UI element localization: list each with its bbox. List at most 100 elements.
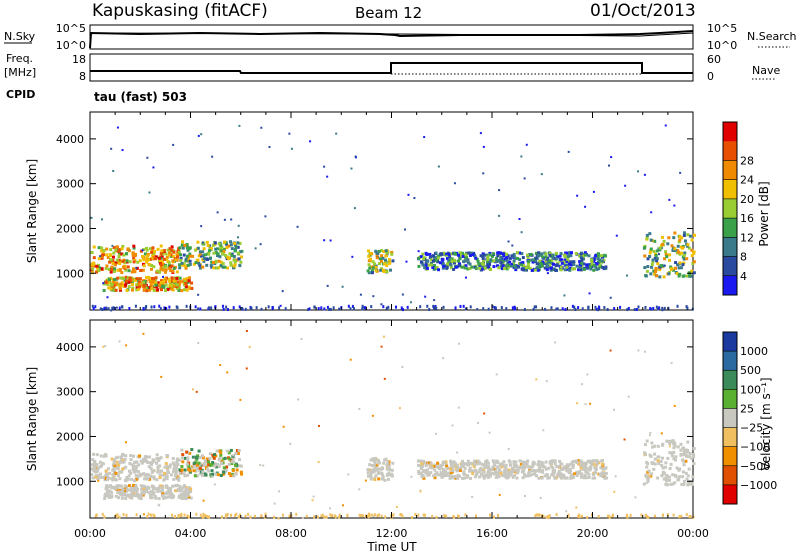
- echo-cell: [349, 358, 352, 361]
- echo-cell: [268, 145, 271, 148]
- echo-cell: [569, 476, 573, 480]
- echo-cell: [233, 249, 237, 253]
- echo-cell: [140, 491, 144, 495]
- echo-cell: [370, 271, 374, 275]
- echo-cell: [581, 514, 584, 518]
- echo-cell: [549, 464, 553, 468]
- echo-cell: [91, 458, 95, 462]
- echo-cell: [186, 514, 189, 518]
- echo-cell: [170, 278, 174, 282]
- echo-cell: [245, 367, 248, 370]
- echo-cell: [582, 467, 586, 471]
- echo-cell: [661, 470, 665, 474]
- echo-cell: [142, 457, 146, 461]
- echo-cell: [125, 344, 128, 347]
- echo-cell: [150, 263, 154, 267]
- echo-cell: [133, 270, 137, 274]
- echo-cell: [645, 481, 648, 484]
- echo-cell: [531, 460, 535, 464]
- echo-cell: [105, 253, 109, 257]
- echo-cell: [109, 254, 113, 258]
- echo-cell: [168, 463, 172, 467]
- echo-cell: [223, 456, 227, 460]
- echo-cell: [626, 274, 629, 277]
- echo-cell: [163, 306, 166, 310]
- echo-cell: [338, 515, 341, 519]
- echo-cell: [520, 231, 523, 234]
- echo-cell: [178, 468, 182, 472]
- echo-cell: [136, 260, 140, 264]
- echo-cell: [651, 461, 655, 465]
- echo-cell: [580, 259, 584, 263]
- echo-cell: [584, 253, 588, 257]
- echo-cell: [452, 464, 456, 468]
- echo-cell: [188, 451, 192, 455]
- echo-cell: [118, 340, 121, 343]
- echo-cell: [674, 261, 678, 265]
- echo-cell: [163, 270, 167, 274]
- echo-cell: [590, 262, 594, 266]
- echo-cell: [653, 256, 657, 260]
- echo-cell: [552, 471, 556, 475]
- echo-cell: [644, 513, 647, 517]
- echo-cell: [101, 512, 104, 516]
- echo-cell: [681, 255, 685, 259]
- echo-cell: [664, 250, 668, 254]
- echo-cell: [658, 275, 662, 279]
- echo-cell: [124, 268, 128, 272]
- colorbar-tick-label: 25: [740, 402, 754, 415]
- echo-cell: [104, 485, 108, 489]
- echo-cell: [489, 513, 492, 517]
- echo-cell: [249, 515, 252, 519]
- echo-cell: [548, 264, 552, 268]
- echo-cell: [194, 461, 198, 465]
- echo-cell: [352, 307, 355, 311]
- echo-cell: [532, 469, 536, 473]
- echo-cell: [311, 499, 314, 502]
- echo-cell: [370, 269, 374, 273]
- echo-cell: [482, 172, 485, 175]
- echo-cell: [492, 461, 496, 465]
- echo-cell: [548, 516, 551, 520]
- echo-cell: [385, 306, 388, 310]
- echo-cell: [629, 513, 632, 517]
- echo-cell: [390, 472, 394, 476]
- echo-cell: [233, 243, 237, 247]
- echo-cell: [116, 490, 120, 494]
- echo-cell: [382, 335, 385, 338]
- nsearch-tick-top: 10^5: [707, 22, 737, 35]
- echo-cell: [152, 265, 156, 269]
- echo-cell: [377, 249, 381, 253]
- echo-cell: [442, 264, 446, 268]
- echo-cell: [387, 471, 391, 475]
- echo-cell: [237, 257, 241, 261]
- echo-cell: [683, 449, 687, 453]
- echo-cell: [512, 464, 516, 468]
- echo-cell: [570, 460, 574, 464]
- echo-cell: [506, 471, 510, 475]
- echo-cell: [163, 492, 167, 496]
- echo-cell: [538, 513, 541, 517]
- echo-cell: [595, 307, 598, 311]
- echo-cell: [137, 463, 141, 467]
- echo-cell: [431, 259, 435, 263]
- echo-cell: [90, 271, 94, 275]
- echo-cell: [564, 464, 568, 468]
- echo-cell: [175, 283, 179, 287]
- echo-cell: [520, 263, 524, 267]
- y-tick-label: 1000: [56, 267, 84, 280]
- echo-cell: [189, 496, 193, 500]
- echo-cell: [130, 490, 134, 494]
- echo-cell: [374, 474, 378, 478]
- echo-cell: [174, 470, 178, 474]
- echo-cell: [448, 255, 452, 259]
- echo-cell: [194, 469, 198, 473]
- echo-cell: [146, 473, 150, 477]
- echo-cell: [219, 260, 223, 264]
- colorbar-tick-label: 8: [740, 251, 747, 264]
- echo-cell: [476, 308, 479, 311]
- echo-cell: [667, 306, 670, 310]
- echo-cell: [214, 247, 218, 251]
- echo-cell: [427, 461, 430, 464]
- echo-cell: [320, 514, 323, 518]
